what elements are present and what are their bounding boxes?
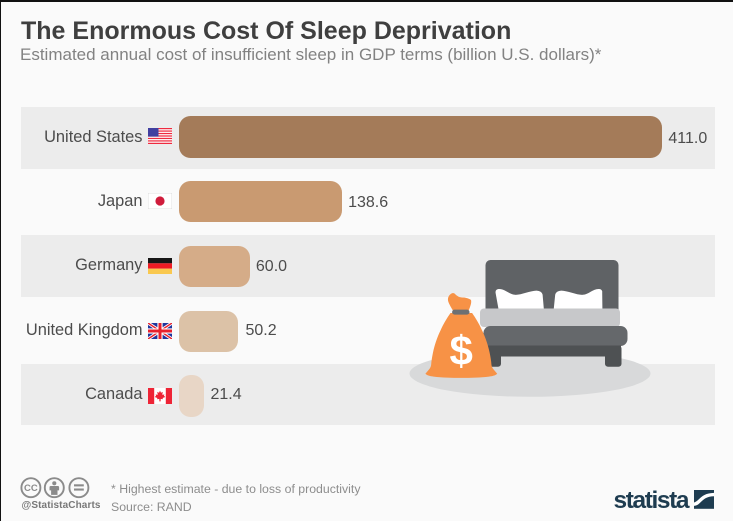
svg-text:CC: CC: [24, 483, 38, 494]
svg-text:$: $: [450, 327, 473, 374]
